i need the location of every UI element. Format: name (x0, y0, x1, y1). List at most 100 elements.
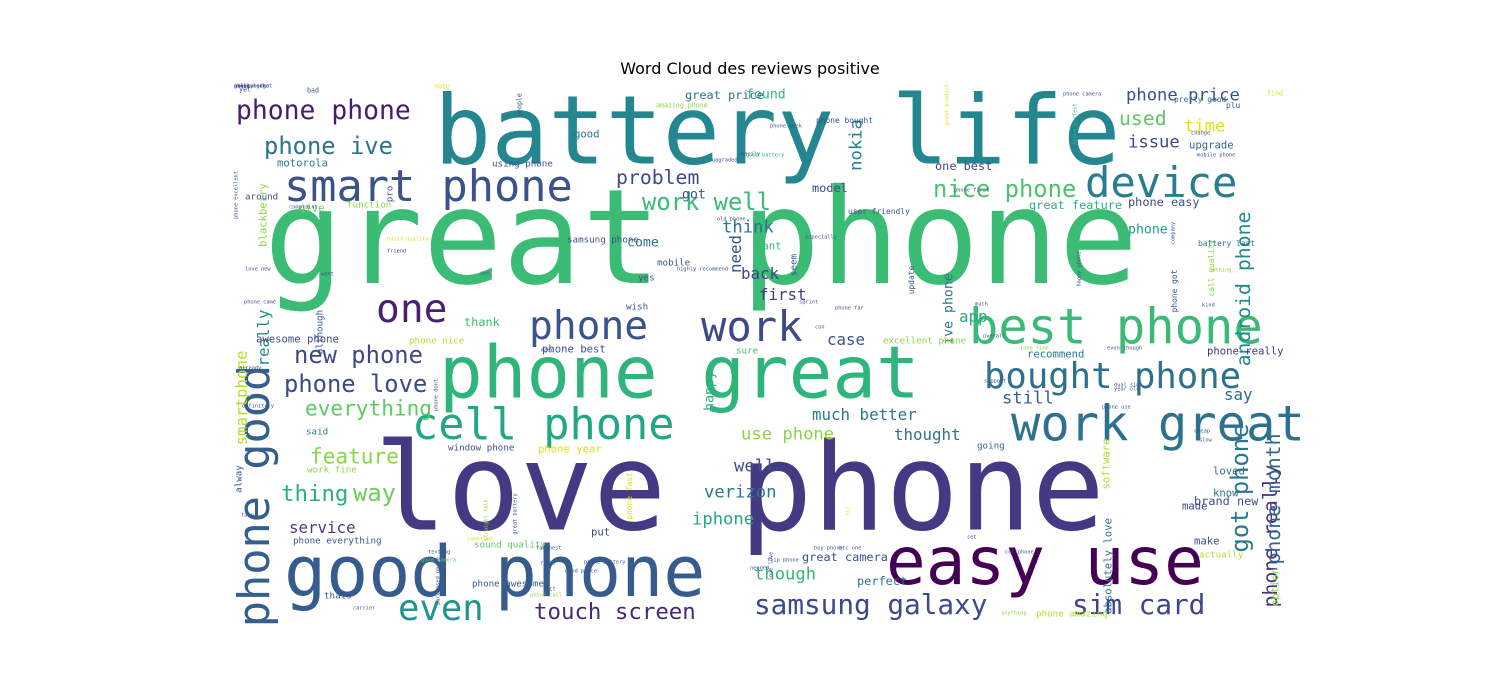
word-56: case (827, 330, 866, 350)
word-16: even (398, 588, 484, 630)
word-10: cell phone (412, 400, 675, 451)
word-22: phone ive (264, 132, 393, 161)
word-7: work great (1011, 395, 1305, 453)
word-141: good battery (746, 152, 785, 159)
word-173: good camera (421, 557, 457, 564)
word-188: phone battery (584, 559, 626, 566)
word-153: love new (245, 266, 271, 273)
word-102: sure (736, 345, 759, 357)
word-59: ive phone (941, 273, 957, 345)
word-85: phone really (1207, 345, 1284, 358)
word-40: iphone (692, 509, 755, 530)
word-152: highly recommend (677, 266, 729, 273)
word-184: set (967, 534, 977, 541)
word-17: samsung galaxy (754, 588, 988, 622)
word-62: got (682, 187, 706, 203)
word-198: small (234, 82, 250, 89)
word-187: sometime (467, 536, 493, 543)
word-15: bought phone (984, 356, 1242, 398)
word-195: anything (1001, 610, 1027, 617)
word-139: complaint (289, 204, 318, 211)
word-111: alway (232, 465, 244, 493)
word-67: one best (935, 159, 993, 174)
word-138: phone excellent (232, 171, 239, 219)
word-197: phone look (234, 82, 266, 89)
word-167: dual sim (1114, 382, 1140, 389)
word-26: feature (310, 443, 399, 469)
word-43: use phone (741, 424, 835, 445)
word-131: find (1267, 89, 1283, 98)
word-172: purchased phone (435, 557, 442, 605)
word-13: one (376, 286, 448, 333)
word-112: pro (384, 185, 396, 203)
word-60: phone (1128, 222, 1168, 238)
word-130: phone camera (1063, 91, 1102, 98)
word-118: phone fast (625, 472, 635, 520)
word-46: still (1002, 388, 1054, 409)
word-1: love phone (374, 416, 1105, 559)
word-97: samsung phone (567, 234, 639, 246)
word-32: android phone (1232, 211, 1256, 367)
word-2: battery life (434, 76, 1121, 186)
word-168: year old (1114, 386, 1140, 393)
word-74: brand new (1194, 494, 1259, 509)
word-65: thank (464, 315, 500, 330)
word-165: long time (1020, 345, 1049, 352)
word-156: phone far (835, 305, 864, 312)
word-51: think (722, 217, 774, 238)
word-144: friend (387, 248, 407, 255)
word-33: phone month (1262, 433, 1286, 565)
word-114: phone amazing (1036, 608, 1108, 620)
word-157: much (975, 301, 988, 308)
word-35: used (1119, 107, 1167, 131)
word-113: excellent phone (883, 335, 966, 347)
word-143: build quality (387, 236, 429, 243)
word-135: phone week (770, 123, 802, 130)
word-104: work fine (307, 464, 357, 476)
word-0: great phone (264, 161, 1139, 315)
word-84: recommend (1027, 348, 1085, 361)
word-6: best phone (969, 298, 1263, 356)
word-70: upgrade (1189, 139, 1234, 152)
word-124: plu (1226, 101, 1241, 111)
word-154: phone came (244, 299, 276, 306)
word-201: phone much (234, 82, 266, 89)
word-108: sound quality (474, 539, 546, 551)
word-147: happy phone (1076, 251, 1083, 287)
word-58: happy (702, 371, 718, 411)
word-54: first (759, 285, 807, 305)
word-105: window phone (448, 442, 515, 454)
word-29: touch screen (534, 598, 696, 625)
word-3: phone great (439, 331, 920, 416)
word-191: fact (543, 586, 556, 593)
word-185: cellphone (1005, 549, 1034, 556)
word-93: although (314, 309, 326, 355)
word-45: thought (894, 425, 961, 445)
word-107: phone everything (293, 535, 382, 547)
word-149: nothing (1209, 267, 1232, 274)
word-90: give (299, 202, 325, 215)
word-39: nokia (846, 119, 867, 171)
word-178: far best (536, 545, 562, 552)
word-12: work (701, 301, 803, 351)
word-176: straight talk (483, 499, 490, 541)
word-98: mobile (657, 257, 691, 269)
word-180: needed (750, 565, 770, 572)
word-192: good price (565, 568, 597, 575)
word-128: people (515, 93, 524, 117)
word-19: phone phone (236, 94, 411, 126)
word-42: though (754, 564, 817, 585)
word-106: phone year (538, 443, 602, 456)
word-92: around (245, 191, 279, 203)
word-61: come (627, 235, 659, 251)
word-75: made (1182, 500, 1208, 513)
word-174: slow (1199, 437, 1212, 444)
word-196: galaxy edge (234, 82, 270, 89)
word-91: function (347, 199, 392, 211)
word-63: found (746, 87, 786, 103)
word-140: upgraded (712, 157, 738, 164)
word-18: sim card (1072, 588, 1206, 622)
word-121: battery last (1198, 239, 1256, 249)
word-36: time (1184, 116, 1226, 137)
word-72: great camera (802, 550, 888, 565)
